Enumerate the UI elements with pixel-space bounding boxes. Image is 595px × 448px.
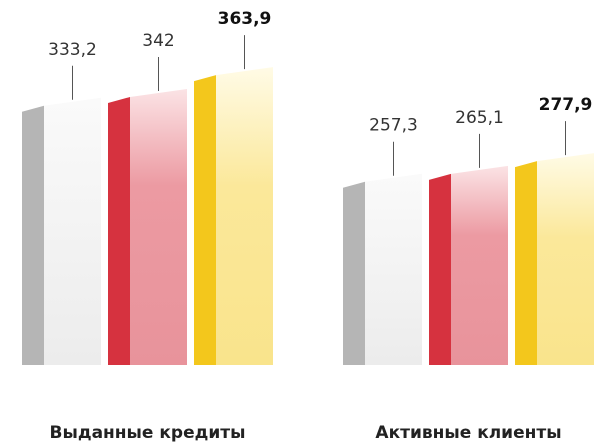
- bar: [130, 89, 187, 365]
- value-label: 342: [142, 31, 174, 51]
- value-label: 277,9: [539, 95, 593, 115]
- bar: [216, 67, 273, 365]
- value-label: 333,2: [48, 40, 97, 60]
- bar-side: [194, 75, 216, 365]
- bar: [365, 173, 422, 365]
- value-label: 257,3: [369, 116, 418, 136]
- category-label: Выданные кредиты: [50, 423, 246, 443]
- bar: [44, 97, 101, 366]
- bar-side: [429, 173, 451, 365]
- bar-side: [343, 181, 365, 365]
- bar: [537, 153, 594, 365]
- bar: [451, 165, 508, 365]
- value-label: 265,1: [455, 108, 504, 128]
- bar-side: [108, 97, 130, 365]
- category-label: Активные клиенты: [375, 423, 561, 443]
- bar-side: [515, 161, 537, 365]
- bar-side: [22, 105, 44, 366]
- value-label: 363,9: [218, 9, 272, 29]
